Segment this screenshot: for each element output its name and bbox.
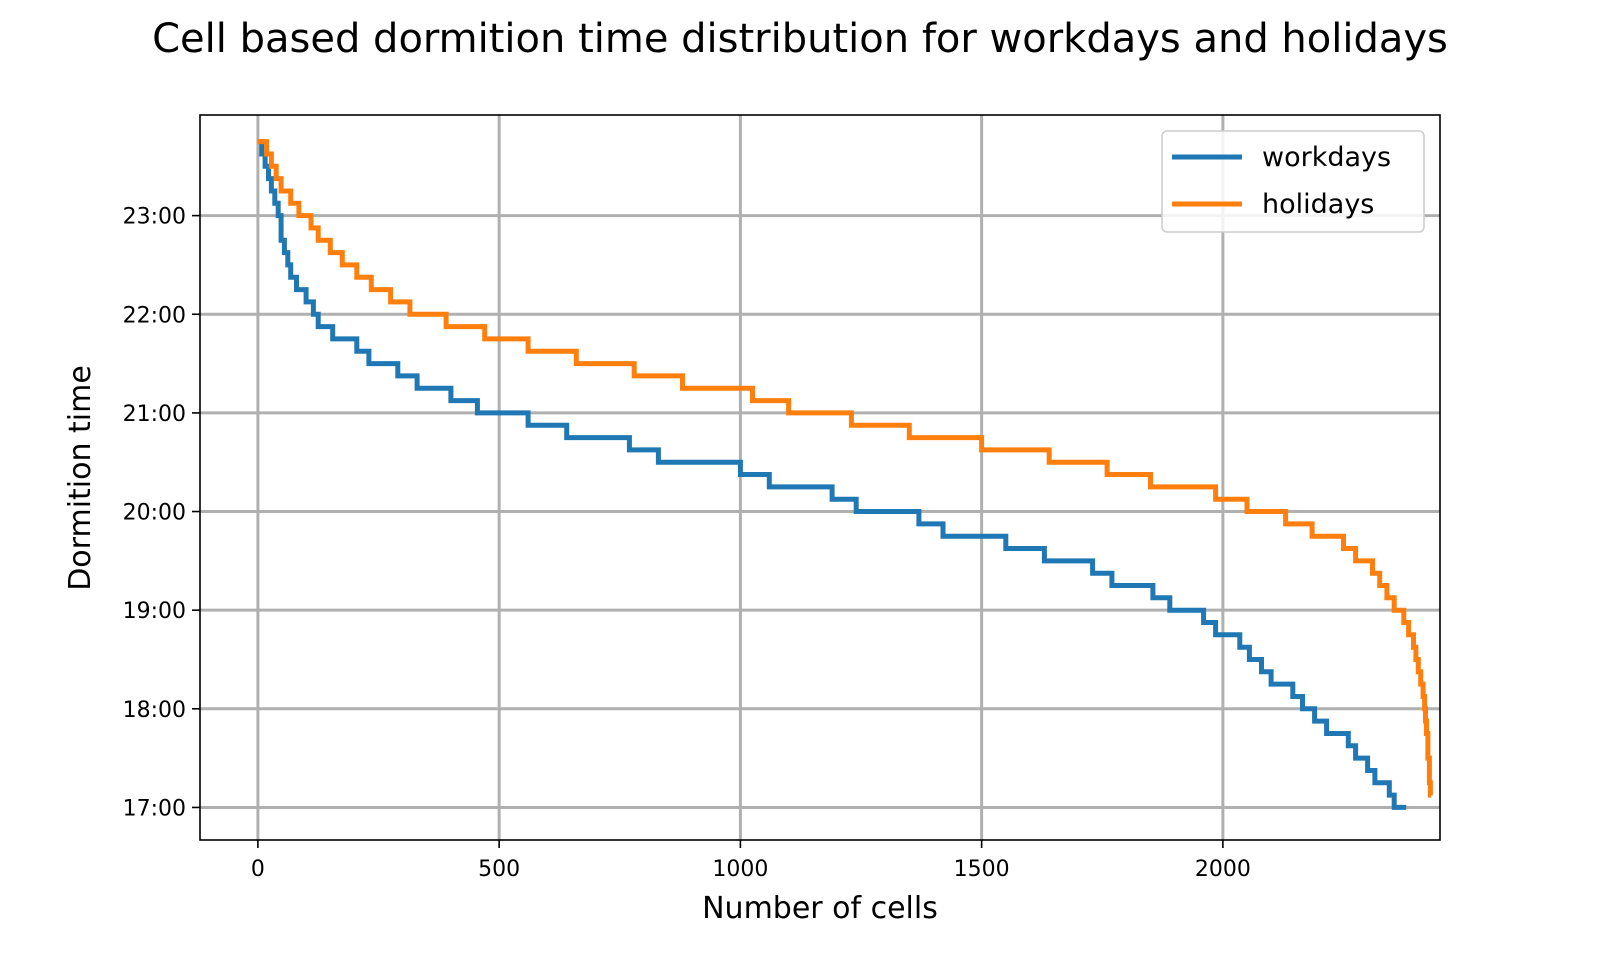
y-tick-label: 20:00 [123,501,186,526]
grid [200,115,1440,840]
legend-label-workdays: workdays [1262,142,1391,173]
y-tick-label: 17:00 [123,796,186,821]
x-tick-label: 1000 [712,857,768,882]
y-axis-label: Dormition time [63,365,98,591]
x-tick-label: 0 [251,857,265,882]
y-tick-label: 18:00 [123,698,186,723]
x-axis-ticks: 0 500 1000 1500 2000 [251,840,1251,882]
y-tick-label: 21:00 [123,402,186,427]
y-tick-label: 22:00 [123,303,186,328]
y-tick-label: 23:00 [123,205,186,230]
series-line-workdays [257,139,1407,810]
legend-label-holidays: holidays [1262,189,1374,220]
x-tick-label: 500 [478,857,520,882]
chart-title: Cell based dormition time distribution f… [152,16,1448,62]
y-tick-label: 19:00 [123,599,186,624]
x-axis-label: Number of cells [702,891,938,926]
x-tick-label: 2000 [1195,857,1251,882]
plot-area [199,114,1441,841]
series-line-holidays [257,139,1433,798]
legend: workdays holidays [1161,130,1425,233]
plot-series [257,139,1433,810]
x-tick-label: 1500 [954,857,1010,882]
y-axis-ticks: 17:00 18:00 19:00 20:00 21:00 22:00 23:00 [123,205,200,821]
